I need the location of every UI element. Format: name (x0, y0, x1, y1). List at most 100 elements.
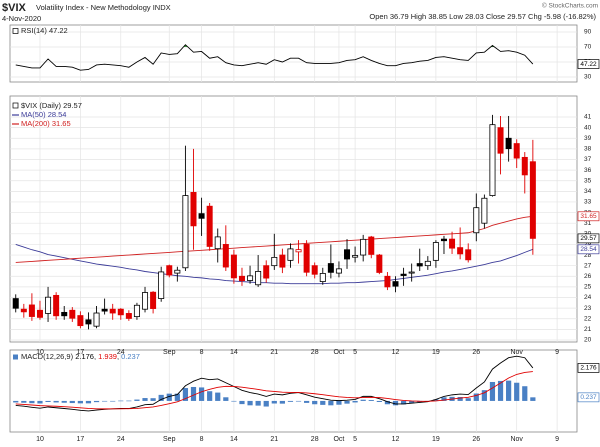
x-tick-label: 19 (432, 436, 440, 443)
histogram-bar (409, 400, 415, 404)
legend-name: $VIX (Daily) (21, 101, 62, 110)
candle-body (69, 309, 76, 319)
macd-line (15, 355, 534, 412)
histogram-bar (69, 400, 75, 404)
x-tick-label: 10 (36, 436, 44, 443)
candle-body (295, 249, 302, 253)
x-tick-label: 10 (36, 349, 44, 356)
candle-body (360, 238, 367, 256)
histogram-bar (376, 400, 382, 402)
legend-name: MACD(12,26,9) (21, 352, 74, 361)
candle-body (238, 275, 245, 282)
rsi-line (15, 44, 534, 71)
candle-body (473, 207, 480, 234)
candle-body (505, 137, 512, 150)
candle-body (53, 294, 60, 317)
histogram-bar (93, 400, 100, 403)
legend-value: 28.54 (48, 110, 67, 119)
candle-body (335, 268, 342, 274)
legend-name: MA(50) (21, 110, 46, 119)
x-tick-label: Oct (333, 349, 344, 356)
x-tick-label: 17 (76, 436, 84, 443)
candle-body (400, 273, 407, 276)
histogram-bar (506, 380, 512, 401)
histogram-bar (328, 400, 334, 406)
candle-body (109, 308, 116, 314)
histogram-bar (239, 400, 245, 405)
y-tick-label: 35 (584, 177, 592, 184)
candle-body (424, 260, 431, 267)
histogram-bar (320, 400, 326, 405)
candle-body (230, 254, 237, 279)
candle-body (440, 238, 447, 242)
candle-body (465, 249, 472, 261)
candle-body (368, 236, 375, 255)
histogram-bar (45, 400, 51, 402)
histogram-bar (263, 400, 269, 407)
histogram-bar (400, 400, 407, 405)
x-tick-label: 9 (555, 349, 559, 356)
histogram-bar (497, 380, 504, 401)
histogram-bar (360, 399, 366, 401)
histogram-bar (21, 400, 27, 403)
y-tick-label: 30 (584, 74, 592, 81)
x-tick-label: 28 (311, 349, 319, 356)
value: -5.98 (-16.82%) (544, 12, 597, 21)
histogram-bar (530, 397, 536, 401)
candle-body (77, 315, 84, 327)
label: Chg (528, 12, 542, 21)
y-tick-label: 90 (584, 29, 592, 36)
legend-entry: MA(50) 28.54 (21, 110, 66, 119)
candle-body (36, 309, 43, 318)
value-box (577, 59, 600, 69)
legend-value: 29.57 (63, 101, 82, 110)
candle-body (182, 195, 189, 269)
histogram-bar (77, 400, 83, 404)
y-tick-label: 28 (584, 252, 592, 259)
candle-body (150, 291, 157, 309)
histogram-bar (295, 400, 302, 402)
histogram-bar (37, 400, 43, 404)
x-tick-label: 19 (432, 349, 440, 356)
candle-body (344, 249, 351, 260)
value-box (577, 244, 600, 255)
histogram-bar (271, 400, 277, 404)
histogram-bar (352, 400, 358, 403)
x-tick-label: 17 (76, 349, 84, 356)
histogram-bar (433, 399, 439, 401)
candle-body (497, 127, 504, 154)
histogram-bar (158, 394, 164, 401)
histogram-bar (142, 398, 148, 401)
candle-body (319, 273, 326, 282)
histogram-bar (110, 400, 116, 402)
histogram-bar (13, 400, 19, 403)
histogram-bar (384, 400, 391, 405)
x-tick-label: 21 (270, 349, 278, 356)
y-tick-label: 26 (584, 273, 592, 280)
y-tick-label: 34 (584, 188, 592, 195)
histogram-bar (223, 397, 229, 401)
candle-body (133, 304, 140, 318)
candle-body (214, 236, 221, 250)
histogram-bar (207, 391, 213, 401)
candle-body (432, 242, 439, 261)
candle-body (327, 263, 334, 273)
histogram-bar (368, 400, 374, 401)
histogram-bar (481, 390, 487, 401)
legend-entry: MA(200) 31.65 (21, 119, 71, 128)
candle-body (376, 254, 383, 273)
candle-body (45, 296, 52, 314)
histogram-bar (336, 400, 342, 405)
histogram-bar (441, 397, 447, 401)
histogram-bar (190, 386, 197, 401)
histogram-bar (255, 400, 261, 406)
histogram-bar (247, 400, 253, 406)
histogram-bar (287, 400, 294, 402)
label: Open (369, 12, 387, 21)
y-tick-label: 36 (584, 167, 592, 174)
legend-name: RSI(14) (21, 26, 47, 35)
candle-body (117, 308, 124, 316)
histogram-bar (118, 400, 124, 402)
candle-body (142, 292, 149, 310)
x-tick-label: 21 (270, 436, 278, 443)
